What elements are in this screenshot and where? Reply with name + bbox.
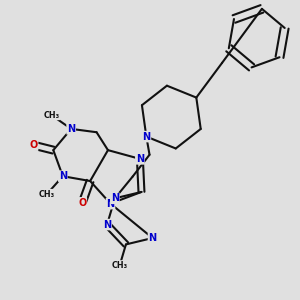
- Text: N: N: [148, 233, 157, 243]
- Text: N: N: [67, 124, 75, 134]
- Text: N: N: [142, 132, 150, 142]
- Text: CH₃: CH₃: [39, 190, 55, 199]
- Text: N: N: [136, 154, 144, 164]
- Text: O: O: [29, 140, 38, 150]
- Text: N: N: [106, 199, 115, 208]
- Text: CH₃: CH₃: [112, 261, 128, 270]
- Text: O: O: [78, 198, 86, 208]
- Text: N: N: [103, 220, 111, 230]
- Text: N: N: [59, 171, 67, 181]
- Text: N: N: [111, 193, 119, 203]
- Text: CH₃: CH₃: [43, 110, 59, 119]
